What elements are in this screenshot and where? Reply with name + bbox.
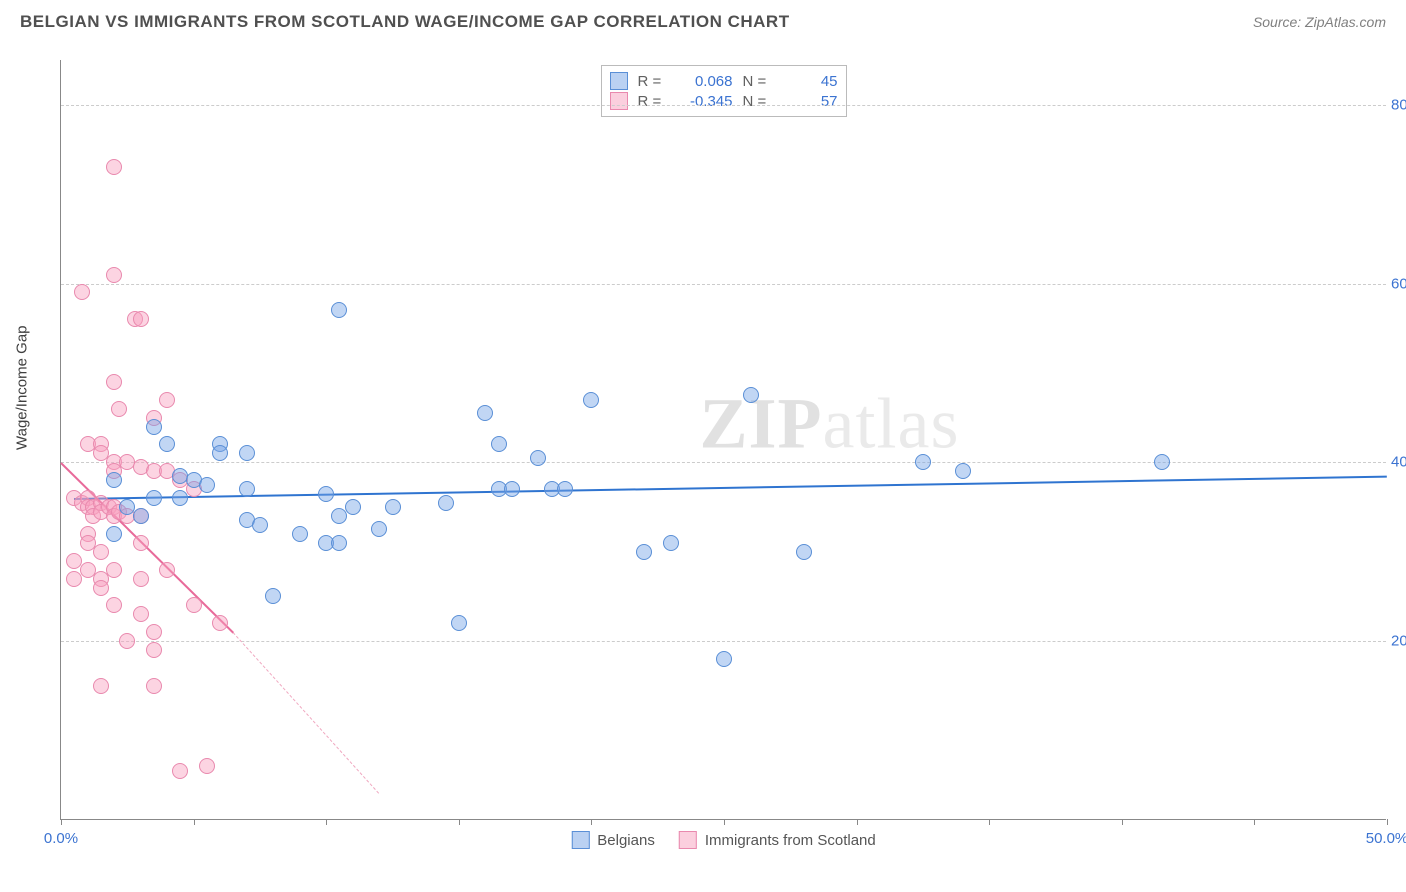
scatter-point-blue (530, 450, 546, 466)
legend-item-blue: Belgians (571, 831, 655, 849)
scatter-point-pink (146, 678, 162, 694)
scatter-point-blue (146, 419, 162, 435)
scatter-point-blue (504, 481, 520, 497)
scatter-point-blue (716, 651, 732, 667)
scatter-point-pink (212, 615, 228, 631)
scatter-point-blue (583, 392, 599, 408)
scatter-point-blue (955, 463, 971, 479)
scatter-point-pink (74, 284, 90, 300)
gridline-h (61, 641, 1386, 642)
scatter-point-blue (796, 544, 812, 560)
scatter-point-pink (111, 401, 127, 417)
scatter-point-pink (133, 535, 149, 551)
x-tick (194, 819, 195, 825)
x-tick (61, 819, 62, 825)
scatter-point-blue (106, 472, 122, 488)
scatter-point-blue (743, 387, 759, 403)
scatter-point-blue (345, 499, 361, 515)
scatter-point-blue (491, 436, 507, 452)
y-tick-label: 60.0% (1391, 275, 1406, 292)
swatch-blue (610, 72, 628, 90)
trendline (233, 632, 380, 794)
correlation-chart: Wage/Income Gap ZIPatlas R = 0.068 N = 4… (50, 60, 1386, 840)
scatter-point-blue (265, 588, 281, 604)
scatter-point-blue (1154, 454, 1170, 470)
scatter-point-blue (371, 521, 387, 537)
scatter-point-pink (93, 580, 109, 596)
scatter-point-pink (93, 544, 109, 560)
scatter-point-blue (239, 481, 255, 497)
scatter-point-pink (106, 267, 122, 283)
swatch-blue (571, 831, 589, 849)
x-tick (326, 819, 327, 825)
scatter-point-blue (292, 526, 308, 542)
scatter-point-blue (477, 405, 493, 421)
scatter-point-blue (915, 454, 931, 470)
scatter-point-pink (159, 562, 175, 578)
x-tick (1254, 819, 1255, 825)
y-tick-label: 40.0% (1391, 454, 1406, 471)
scatter-point-pink (159, 392, 175, 408)
x-tick (1387, 819, 1388, 825)
x-tick-label: 50.0% (1366, 830, 1406, 847)
scatter-point-pink (133, 311, 149, 327)
scatter-point-pink (106, 159, 122, 175)
scatter-point-pink (172, 763, 188, 779)
x-tick (1122, 819, 1123, 825)
scatter-point-pink (93, 678, 109, 694)
scatter-point-pink (119, 633, 135, 649)
scatter-point-pink (199, 758, 215, 774)
chart-title: BELGIAN VS IMMIGRANTS FROM SCOTLAND WAGE… (20, 12, 790, 32)
legend-item-pink: Immigrants from Scotland (679, 831, 876, 849)
stats-legend-box: R = 0.068 N = 45 R = -0.345 N = 57 (601, 65, 847, 117)
scatter-point-blue (239, 445, 255, 461)
scatter-point-blue (636, 544, 652, 560)
y-tick-label: 80.0% (1391, 96, 1406, 113)
scatter-point-blue (172, 490, 188, 506)
scatter-point-pink (146, 624, 162, 640)
stats-row-blue: R = 0.068 N = 45 (610, 71, 838, 91)
scatter-point-pink (186, 597, 202, 613)
scatter-point-blue (159, 436, 175, 452)
watermark: ZIPatlas (700, 383, 960, 466)
gridline-h (61, 462, 1386, 463)
x-tick (591, 819, 592, 825)
y-tick-label: 20.0% (1391, 633, 1406, 650)
scatter-point-blue (451, 615, 467, 631)
scatter-point-blue (663, 535, 679, 551)
scatter-point-blue (557, 481, 573, 497)
scatter-point-blue (199, 477, 215, 493)
scatter-point-blue (331, 302, 347, 318)
scatter-point-blue (133, 508, 149, 524)
swatch-pink (610, 92, 628, 110)
scatter-point-pink (146, 642, 162, 658)
gridline-h (61, 105, 1386, 106)
scatter-point-blue (385, 499, 401, 515)
stats-row-pink: R = -0.345 N = 57 (610, 91, 838, 111)
x-tick (989, 819, 990, 825)
scatter-point-blue (331, 535, 347, 551)
x-tick (724, 819, 725, 825)
scatter-point-pink (106, 597, 122, 613)
scatter-point-blue (106, 526, 122, 542)
gridline-h (61, 284, 1386, 285)
trendline (74, 476, 1387, 500)
scatter-point-blue (252, 517, 268, 533)
x-tick (459, 819, 460, 825)
scatter-point-pink (106, 562, 122, 578)
scatter-point-blue (438, 495, 454, 511)
swatch-pink (679, 831, 697, 849)
source-attribution: Source: ZipAtlas.com (1253, 14, 1386, 30)
bottom-legend: Belgians Immigrants from Scotland (571, 831, 875, 849)
x-tick-label: 0.0% (44, 830, 78, 847)
y-axis-label: Wage/Income Gap (14, 325, 31, 450)
scatter-point-pink (106, 374, 122, 390)
x-tick (857, 819, 858, 825)
scatter-point-blue (318, 486, 334, 502)
plot-area: ZIPatlas R = 0.068 N = 45 R = -0.345 N =… (60, 60, 1386, 820)
scatter-point-pink (133, 606, 149, 622)
scatter-point-blue (212, 445, 228, 461)
scatter-point-pink (133, 571, 149, 587)
scatter-point-blue (146, 490, 162, 506)
